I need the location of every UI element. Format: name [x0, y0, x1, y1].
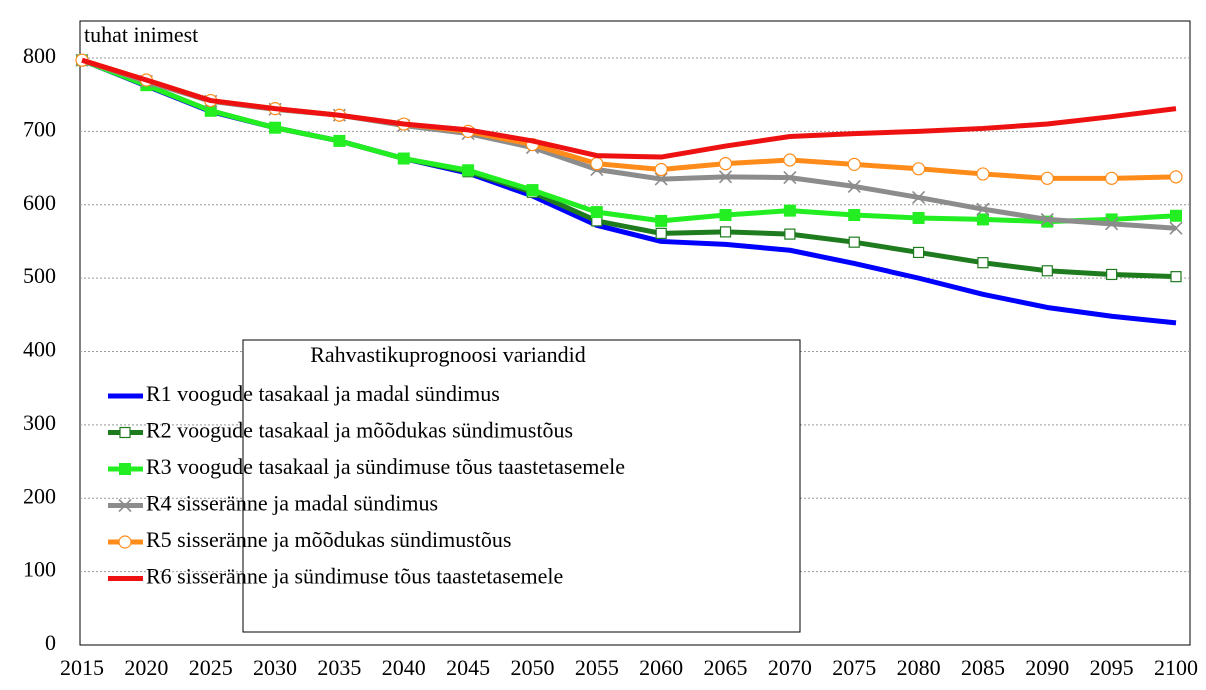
x-tick-label: 2055: [575, 655, 619, 680]
point-marker: [1041, 265, 1053, 277]
x-tick-label: 2060: [639, 655, 683, 680]
y-tick-label: 300: [23, 410, 56, 435]
x-tick-label: 2080: [897, 655, 941, 680]
y-tick-label: 800: [23, 43, 56, 68]
y-axis-label: tuhat inimest: [84, 22, 198, 47]
point-marker: [1040, 212, 1054, 226]
point-marker: [784, 228, 796, 240]
x-tick-label: 2070: [768, 655, 812, 680]
point-marker: [912, 211, 925, 224]
point-marker: [333, 134, 346, 147]
point-marker: [269, 121, 282, 134]
point-marker: [1169, 170, 1183, 184]
legend: Rahvastikuprognoosi variandid R1 voogude …: [108, 339, 801, 633]
x-tick-label: 2090: [1025, 655, 1069, 680]
point-marker: [719, 226, 732, 238]
point-marker: [848, 209, 861, 222]
x-tick-label: 2075: [832, 655, 876, 680]
point-marker: [976, 202, 990, 216]
y-tick-label: 700: [23, 116, 56, 141]
point-marker: [848, 236, 860, 248]
series-line: [81, 57, 1177, 225]
x-tick-label: 2095: [1090, 655, 1134, 680]
point-marker: [1040, 171, 1054, 185]
series-line: [81, 57, 1177, 160]
point-marker: [654, 162, 668, 177]
point-marker: [912, 190, 926, 204]
point-marker: [590, 206, 603, 219]
point-marker: [526, 184, 539, 197]
x-tick-label: 2085: [961, 655, 1005, 680]
point-marker: [718, 170, 733, 184]
point-marker: [204, 104, 217, 117]
point-marker: [847, 179, 861, 193]
legend-marker: [118, 498, 132, 513]
plot-frame: [79, 20, 1191, 646]
point-marker: [1170, 209, 1182, 222]
legend-label: R6 sisseränne ja sündimuse tõus taasteta…: [146, 564, 563, 589]
x-tick-label: 2050: [510, 655, 554, 680]
y-tick-label: 400: [23, 337, 56, 362]
series-line: [81, 57, 1177, 231]
point-marker: [590, 157, 604, 171]
x-tick-label: 2040: [382, 655, 426, 680]
point-marker: [718, 157, 733, 171]
point-marker: [783, 171, 797, 185]
point-marker: [1105, 171, 1119, 185]
point-marker: [1105, 217, 1119, 231]
legend-label: R2 voogude tasakaal ja mõõdukas sündimus…: [146, 418, 573, 443]
point-marker: [976, 213, 989, 226]
point-marker: [719, 209, 732, 222]
point-marker: [783, 153, 797, 167]
point-marker: [654, 172, 668, 186]
legend-marker: [118, 535, 132, 549]
y-tick-label: 600: [23, 190, 56, 215]
series-line: [81, 57, 1177, 326]
legend-label: R5 sisseränne ja mõõdukas sündimustõus: [146, 527, 511, 552]
point-marker: [1106, 268, 1118, 281]
x-tick-label: 2015: [60, 655, 104, 680]
point-marker: [977, 257, 989, 269]
point-marker: [912, 246, 925, 259]
legend-marker: [119, 426, 131, 439]
point-marker: [847, 157, 861, 171]
point-marker: [1170, 271, 1182, 283]
legend-label: R4 sisseränne ja madal sündimus: [146, 491, 438, 516]
point-marker: [462, 164, 475, 177]
y-tick-label: 100: [23, 557, 56, 582]
legend-title: Rahvastikuprognoosi variandid: [310, 342, 586, 367]
x-tick-label: 2065: [704, 655, 748, 680]
y-tick-label: 200: [23, 483, 56, 508]
point-marker: [911, 162, 926, 176]
legend-box: [242, 339, 801, 633]
x-tick-label: 2030: [253, 655, 297, 680]
legend-label: R3 voogude tasakaal ja sündimuse tõus ta…: [146, 454, 625, 479]
x-tick-label: 2025: [189, 655, 233, 680]
y-tick-label: 0: [45, 630, 56, 655]
x-tick-label: 2100: [1154, 655, 1198, 680]
point-marker: [397, 152, 410, 165]
x-tick-label: 2020: [124, 655, 168, 680]
legend-label: R1 voogude tasakaal ja madal sündimus: [146, 381, 500, 406]
legend-marker: [119, 463, 131, 475]
point-marker: [1169, 221, 1183, 235]
x-tick-label: 2045: [446, 655, 490, 680]
x-tick-label: 2035: [317, 655, 361, 680]
point-marker: [976, 167, 990, 181]
point-marker: [655, 214, 668, 227]
y-tick-label: 500: [23, 263, 56, 288]
point-marker: [655, 227, 667, 239]
point-marker: [783, 204, 796, 217]
